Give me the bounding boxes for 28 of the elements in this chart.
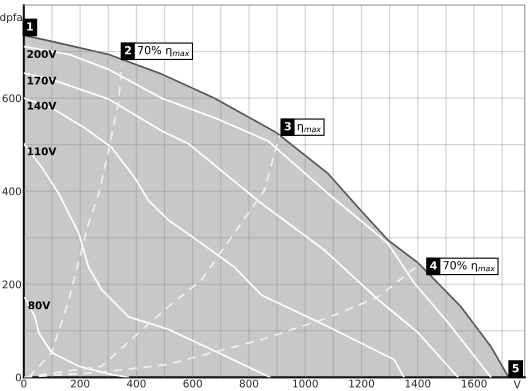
annotation: 70% η$_{max}$: [443, 261, 495, 272]
annotation: 3: [284, 122, 291, 130]
series-label: 170V: [28, 76, 56, 85]
annotation: η$_{max}$: [298, 124, 321, 133]
x-tick-label: 0: [21, 380, 26, 388]
y-tick-label: 200: [2, 280, 22, 288]
annotation: 70% η$_{max}$: [138, 46, 190, 57]
x-tick-label: 1600: [462, 380, 487, 388]
x-tick-label: 600: [183, 380, 202, 388]
annotation: 4: [430, 261, 437, 270]
series-label: 110V: [28, 147, 56, 156]
series-label: 200V: [27, 50, 56, 58]
y-tick-label: 600: [2, 94, 22, 102]
annotation: 1: [27, 22, 33, 30]
annotation: 2: [125, 46, 131, 54]
x-tick-label: 1000: [293, 380, 318, 388]
y-tick-label: 400: [2, 187, 22, 196]
x-tick-label: 800: [240, 380, 258, 388]
x-tick-label: 1200: [349, 380, 374, 388]
y-tick-label: 0: [16, 374, 22, 382]
series-label: 140V: [28, 102, 56, 110]
annotation: 5: [512, 364, 519, 372]
x-tick-label: 400: [126, 380, 146, 388]
x-tick-label: 200: [70, 380, 90, 388]
y-axis-title: dpfa: [0, 13, 22, 24]
x-tick-label: 1400: [406, 380, 430, 388]
x-axis-title: V: [514, 380, 521, 388]
series-label: 80V: [28, 301, 50, 310]
